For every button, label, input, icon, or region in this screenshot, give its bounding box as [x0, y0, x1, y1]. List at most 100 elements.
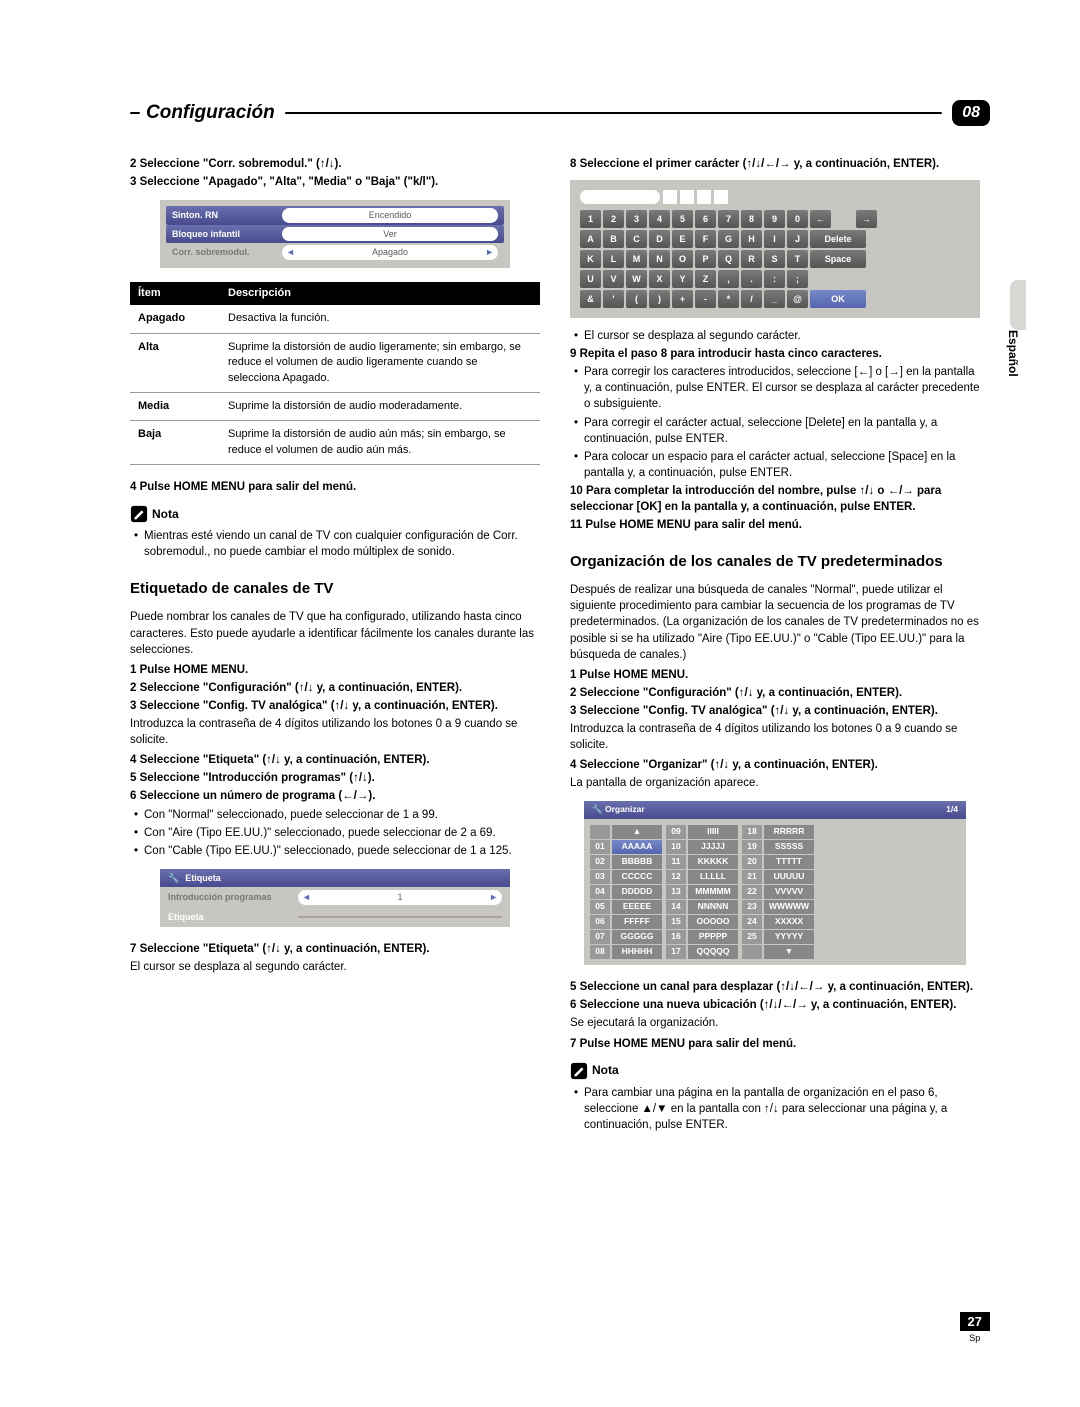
cell: Suprime la distorsión de audio ligeramen…: [220, 333, 540, 392]
kbd-key: 4: [649, 210, 670, 228]
e6-bullet-a: Con "Normal" seleccionado, puede selecci…: [130, 807, 540, 823]
left-column: 2 Seleccione "Corr. sobremodul." (↑/↓). …: [130, 156, 540, 1135]
kbd-key: ): [649, 290, 670, 308]
note-heading-2: Nota: [570, 1062, 619, 1080]
kbd-grid: 1234567890←→ABCDEFGHIJDeleteKLMNOPQRSTSp…: [580, 210, 970, 308]
menu-value: Encendido: [282, 208, 498, 223]
etq-value-empty: [298, 916, 502, 918]
kbd-key: Z: [695, 270, 716, 288]
note-body: Mientras esté viendo un canal de TV con …: [130, 528, 540, 560]
kbd-key: 2: [603, 210, 624, 228]
kbd-key: &: [580, 290, 601, 308]
kbd-key: →: [856, 210, 877, 228]
o-step-1: 1 Pulse HOME MENU.: [570, 667, 980, 683]
s9-bullet-a: Para corregir los caracteres introducido…: [570, 364, 980, 412]
note-label: Nota: [152, 506, 179, 523]
right-column: 8 Seleccione el primer carácter (↑/↓/←/→…: [570, 156, 980, 1135]
kbd-key: Q: [718, 250, 739, 268]
e-step-2: 2 Seleccione "Configuración" (↑/↓ y, a c…: [130, 680, 540, 696]
menu-label: Sinton. RN: [172, 209, 282, 222]
kbd-key: -: [695, 290, 716, 308]
org-header: 🔧 Organizar 1/4: [584, 801, 966, 819]
menu-row-sinton: Sinton. RN Encendido: [166, 206, 504, 225]
kbd-key: /: [741, 290, 762, 308]
kbd-key: _: [764, 290, 785, 308]
etq-value: ◄1►: [298, 890, 502, 905]
menu-label: Corr. sobremodul.: [172, 246, 282, 259]
o-step-6: 6 Seleccione una nueva ubicación (↑/↓/←/…: [570, 997, 980, 1013]
step-11: 11 Pulse HOME MENU para salir del menú.: [570, 517, 980, 533]
etq-title: 🔧Etiqueta: [160, 869, 510, 888]
kbd-key: 6: [695, 210, 716, 228]
kbd-key: 1: [580, 210, 601, 228]
o-step-3-body: Introduzca la contraseña de 4 dígitos ut…: [570, 721, 980, 753]
kbd-key: 3: [626, 210, 647, 228]
e-step-4: 4 Seleccione "Etiqueta" (↑/↓ y, a contin…: [130, 752, 540, 768]
kbd-key: ←: [810, 210, 831, 228]
cell: Media: [130, 392, 220, 420]
kbd-key: Space: [810, 250, 866, 268]
step-2: 2 Seleccione "Corr. sobremodul." (↑/↓).: [130, 156, 540, 172]
section-labeling: Etiquetado de canales de TV: [130, 578, 540, 599]
kbd-input-row: [580, 190, 970, 204]
k1-body: El cursor se desplaza al segundo carácte…: [570, 328, 980, 344]
kbd-key: 8: [741, 210, 762, 228]
menu-value: Ver: [282, 227, 498, 242]
kbd-key: [833, 210, 854, 228]
kbd-key: .: [741, 270, 762, 288]
s9-bullet-c: Para colocar un espacio para el carácter…: [570, 449, 980, 481]
page-header: Configuración 08: [130, 100, 990, 126]
labeling-intro: Puede nombrar los canales de TV que ha c…: [130, 609, 540, 657]
cell: Suprime la distorsión de audio aún más; …: [220, 421, 540, 465]
s9-bullet-b: Para corregir el carácter actual, selecc…: [570, 415, 980, 447]
kbd-key: U: [580, 270, 601, 288]
kbd-key: N: [649, 250, 670, 268]
cell: Alta: [130, 333, 220, 392]
etq-row-etiqueta: Etiqueta: [160, 908, 510, 927]
page-number: 27 Sp: [960, 1312, 990, 1343]
kbd-key: (: [626, 290, 647, 308]
kbd-key: W: [626, 270, 647, 288]
section-org: Organización de los canales de TV predet…: [570, 551, 980, 572]
o-step-4-body: La pantalla de organización aparece.: [570, 775, 980, 791]
kbd-key: 0: [787, 210, 808, 228]
kbd-sq: [663, 190, 677, 204]
th-item: Ítem: [130, 282, 220, 305]
kbd-key: 7: [718, 210, 739, 228]
note-body-2: Para cambiar una página en la pantalla d…: [570, 1085, 980, 1133]
o-step-7: 7 Pulse HOME MENU para salir del menú.: [570, 1036, 980, 1052]
header-rule: [285, 112, 942, 114]
kbd-key: ;: [787, 270, 808, 288]
org-intro: Después de realizar una búsqueda de cana…: [570, 582, 980, 662]
header-rule-left: [130, 112, 140, 114]
cell: Baja: [130, 421, 220, 465]
cell: Apagado: [130, 305, 220, 333]
step-9: 9 Repita el paso 8 para introducir hasta…: [570, 346, 980, 362]
e-step-6: 6 Seleccione un número de programa (←/→)…: [130, 788, 540, 804]
e-step-3: 3 Seleccione "Config. TV analógica" (↑/↓…: [130, 698, 540, 714]
chapter-badge: 08: [952, 100, 990, 126]
o-step-5: 5 Seleccione un canal para desplazar (↑/…: [570, 979, 980, 995]
e6-bullet-b: Con "Aire (Tipo EE.UU.)" seleccionado, p…: [130, 825, 540, 841]
org-body: ▲01AAAAA02BBBBB03CCCCC04DDDDD05EEEEE06FF…: [584, 819, 966, 965]
pencil-icon: [130, 505, 148, 523]
etq-row-prog: Introducción programas ◄1►: [160, 887, 510, 908]
org-page: 1/4: [946, 804, 958, 816]
arrow-right-icon: ►: [485, 246, 494, 259]
kbd-key: O: [672, 250, 693, 268]
kbd-key: L: [603, 250, 624, 268]
pencil-icon: [570, 1062, 588, 1080]
e6-bullet-c: Con "Cable (Tipo EE.UU.)" seleccionado, …: [130, 843, 540, 859]
e-step-1: 1 Pulse HOME MENU.: [130, 662, 540, 678]
kbd-key: E: [672, 230, 693, 248]
kbd-key: M: [626, 250, 647, 268]
etq-label: Etiqueta: [168, 911, 298, 924]
step-4: 4 Pulse HOME MENU para salir del menú.: [130, 479, 540, 495]
kbd-key: 9: [764, 210, 785, 228]
kbd-key: Delete: [810, 230, 866, 248]
arrow-right-icon: ►: [489, 891, 498, 904]
step-8: 8 Seleccione el primer carácter (↑/↓/←/→…: [570, 156, 980, 172]
menu-value: ◄Apagado►: [282, 245, 498, 260]
menu-label: Bloqueo infantil: [172, 228, 282, 241]
kbd-input-bar: [580, 190, 660, 204]
